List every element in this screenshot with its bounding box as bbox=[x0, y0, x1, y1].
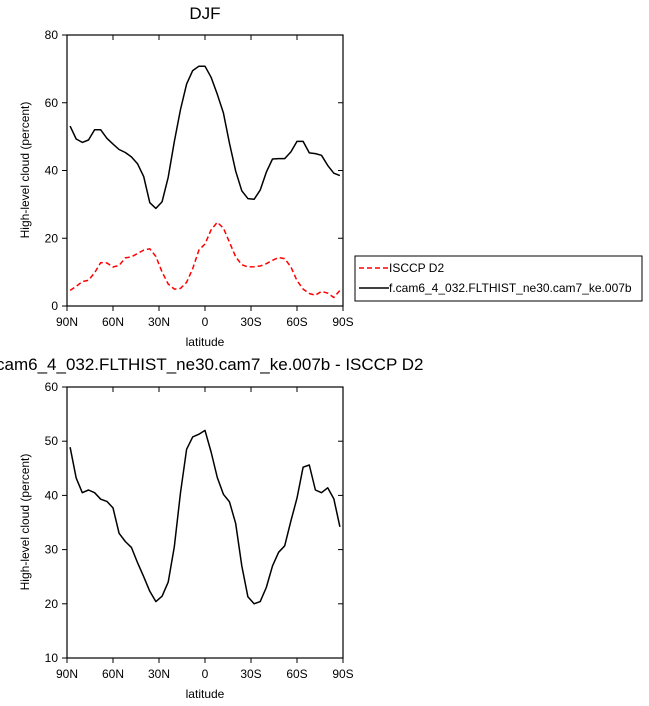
bottom-x-tick-label: 30N bbox=[148, 667, 170, 681]
top-x-tick-label: 60N bbox=[102, 315, 124, 329]
bottom-series-line-difference bbox=[69, 429, 341, 605]
top-x-tick-label: 90S bbox=[332, 315, 353, 329]
bottom-y-tick-label: 40 bbox=[45, 488, 59, 502]
top-y-tick-label: 20 bbox=[45, 231, 59, 245]
bottom-plot-area: 90N 60N 30N 0 30S 60S 90S 10 20 30 40 50 60 bbox=[45, 380, 354, 681]
legend-isccp-label: ISCCP D2 bbox=[389, 261, 444, 275]
top-plot-frame bbox=[66, 34, 344, 307]
bottom-y-tick-label: 60 bbox=[45, 380, 59, 394]
legend-box bbox=[354, 255, 643, 302]
bottom-x-tick-label: 90S bbox=[332, 667, 353, 681]
top-x-axis-label: latitude bbox=[186, 335, 225, 349]
top-y-tick-label: 80 bbox=[45, 28, 59, 42]
top-y-tick-label: 40 bbox=[45, 164, 59, 178]
top-panel: DJF 90N 60N 30N 0 30S 60S 90S 0 20 40 60 80 latitud… bbox=[18, 4, 354, 349]
top-title: DJF bbox=[189, 4, 220, 23]
bottom-x-tick-label: 60S bbox=[286, 667, 307, 681]
bottom-panel: f.cam6_4_032.FLTHIST_ne30.cam7_ke.007b -… bbox=[0, 355, 423, 701]
legend: ISCCP D2 f.cam6_4_032.FLTHIST_ne30.cam7_… bbox=[354, 255, 643, 302]
top-x-tick-label: 30S bbox=[240, 315, 261, 329]
bottom-y-tick-label: 10 bbox=[45, 651, 59, 665]
top-y-axis-label: High-level cloud (percent) bbox=[18, 102, 32, 239]
bottom-title: f.cam6_4_032.FLTHIST_ne30.cam7_ke.007b -… bbox=[0, 355, 423, 374]
top-plot-area: 90N 60N 30N 0 30S 60S 90S 0 20 40 60 80 bbox=[45, 28, 354, 329]
bottom-x-tick-label: 60N bbox=[102, 667, 124, 681]
bottom-y-tick-label: 50 bbox=[45, 434, 59, 448]
bottom-x-tick-label: 0 bbox=[202, 667, 209, 681]
top-y-tick-label: 0 bbox=[51, 299, 58, 313]
bottom-x-tick-label: 90N bbox=[56, 667, 78, 681]
top-x-tick-label: 0 bbox=[202, 315, 209, 329]
top-x-tick-label: 90N bbox=[56, 315, 78, 329]
bottom-plot-frame bbox=[66, 386, 344, 659]
bottom-x-tick-label: 30S bbox=[240, 667, 261, 681]
top-x-tick-label: 30N bbox=[148, 315, 170, 329]
bottom-y-tick-label: 30 bbox=[45, 543, 59, 557]
top-x-tick-label: 60S bbox=[286, 315, 307, 329]
bottom-x-axis-label: latitude bbox=[186, 687, 225, 701]
top-series-line-model bbox=[69, 65, 341, 210]
bottom-y-axis-label: High-level cloud (percent) bbox=[18, 454, 32, 591]
legend-model-label: f.cam6_4_032.FLTHIST_ne30.cam7_ke.007b bbox=[389, 281, 632, 295]
top-series-line-isccp bbox=[69, 221, 341, 299]
top-y-tick-label: 60 bbox=[45, 96, 59, 110]
bottom-y-tick-label: 20 bbox=[45, 597, 59, 611]
